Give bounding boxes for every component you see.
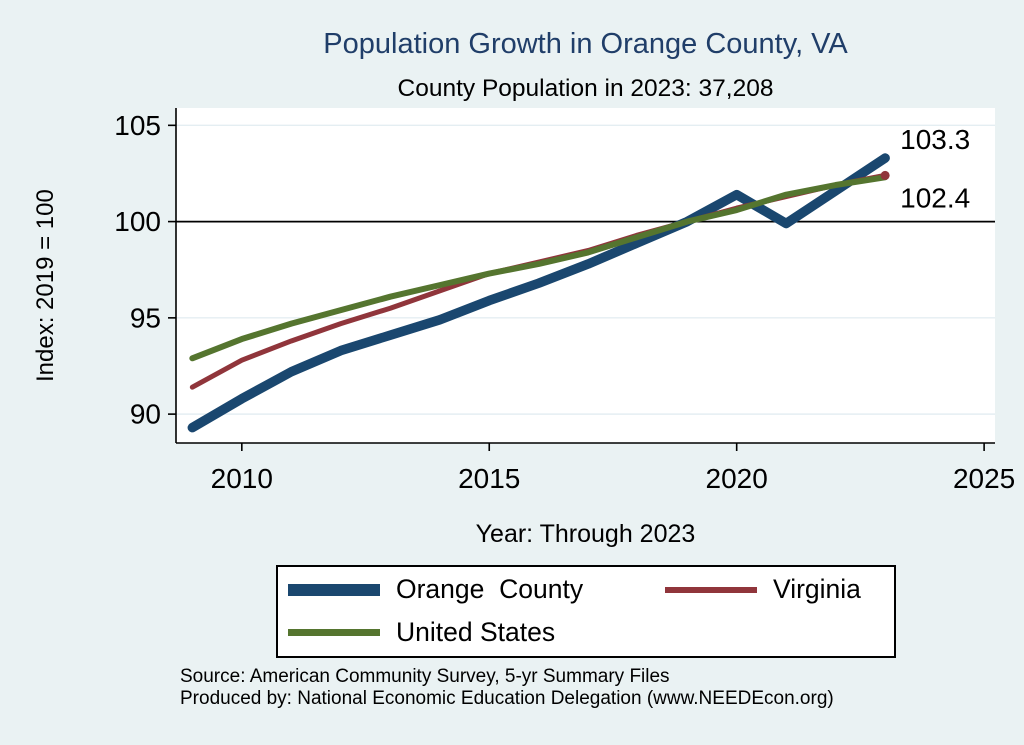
y-tick-label-90: 90 <box>130 399 161 430</box>
legend: Orange County Virginia United States <box>276 565 896 658</box>
legend-swatch-united-states <box>288 629 380 636</box>
legend-swatch-virginia <box>665 586 757 593</box>
legend-label-orange-county: Orange County <box>396 574 584 604</box>
plot-background <box>176 108 995 443</box>
x-tick-label-2010: 2010 <box>211 463 273 494</box>
footer-notes: Source: American Community Survey, 5-yr … <box>180 666 834 709</box>
chart-title: Population Growth in Orange County, VA <box>323 28 848 60</box>
produced-by-line: Produced by: National Economic Education… <box>180 687 834 709</box>
y-tick-label-100: 100 <box>114 206 161 237</box>
legend-item-virginia: Virginia <box>665 568 894 611</box>
series-line-orange-county <box>187 153 890 433</box>
end-value-label-virginia: 102.4 <box>900 182 970 213</box>
legend-item-united-states: United States <box>288 611 894 654</box>
y-axis-label: Index: 2019 = 100 <box>32 189 59 382</box>
end-value-label-orange-county: 103.3 <box>900 124 970 155</box>
legend-label-virginia: Virginia <box>773 574 861 604</box>
y-tick-label-105: 105 <box>114 110 161 141</box>
legend-swatch-orange-county <box>288 583 380 596</box>
y-tick-label-95: 95 <box>130 302 161 333</box>
legend-label-united-states: United States <box>396 617 556 647</box>
chart-subtitle: County Population in 2023: 37,208 <box>397 75 774 102</box>
x-tick-label-2025: 2025 <box>953 463 1015 494</box>
series-line-united-states <box>189 174 889 362</box>
source-line: Source: American Community Survey, 5-yr … <box>180 666 670 687</box>
x-axis-label: Year: Through 2023 <box>475 520 696 548</box>
series-end-marker-virginia <box>880 170 890 180</box>
x-tick-label-2020: 2020 <box>706 463 768 494</box>
x-tick-label-2015: 2015 <box>458 463 520 494</box>
legend-item-orange-county: Orange County <box>288 568 665 611</box>
